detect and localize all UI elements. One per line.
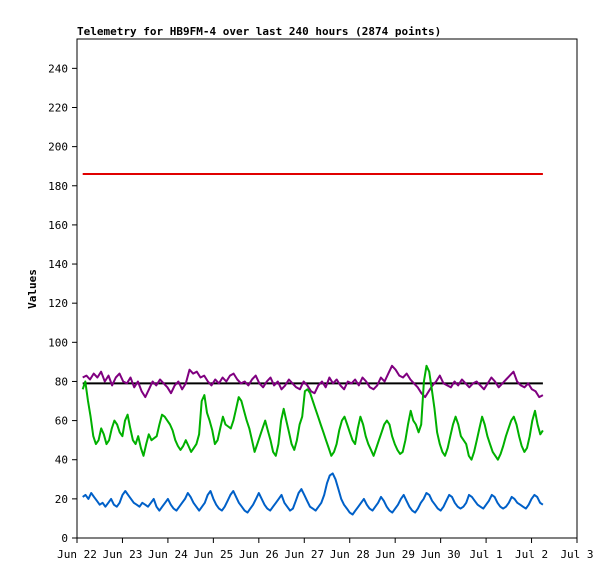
y-tick-label: 60 bbox=[55, 415, 68, 428]
y-tick-label: 240 bbox=[48, 62, 68, 75]
x-tick-label: Jun 24 bbox=[148, 548, 188, 561]
y-tick-label: 200 bbox=[48, 141, 68, 154]
x-tick-label: Jun 26 bbox=[239, 548, 279, 561]
x-tick-label: Jun 25 bbox=[193, 548, 233, 561]
x-tick-label: Jun 30 bbox=[421, 548, 461, 561]
y-axis-label: Values bbox=[26, 269, 39, 309]
plot-area bbox=[76, 38, 578, 539]
y-tick-label: 100 bbox=[48, 336, 68, 349]
y-tick-label: 0 bbox=[61, 532, 68, 545]
x-tick-label: Jun 22 bbox=[57, 548, 97, 561]
y-tick-label: 220 bbox=[48, 101, 68, 114]
series-line-3 bbox=[81, 364, 544, 461]
x-tick-label: Jul 3 bbox=[560, 548, 593, 561]
series-layer bbox=[81, 173, 544, 516]
x-tick-label: Jun 29 bbox=[375, 548, 415, 561]
x-tick-label: Jun 23 bbox=[103, 548, 143, 561]
series-line-4 bbox=[82, 472, 544, 516]
series-line-2 bbox=[82, 364, 544, 399]
y-tick-label: 40 bbox=[55, 454, 68, 467]
y-tick-label: 160 bbox=[48, 219, 68, 232]
x-tick-label: Jul 1 bbox=[470, 548, 503, 561]
x-tick-label: Jun 28 bbox=[330, 548, 370, 561]
x-tick-label: Jul 2 bbox=[515, 548, 548, 561]
y-tick-label: 140 bbox=[48, 258, 68, 271]
y-tick-label: 180 bbox=[48, 180, 68, 193]
y-tick-label: 20 bbox=[55, 493, 68, 506]
chart-title: Telemetry for HB9FM-4 over last 240 hour… bbox=[77, 25, 441, 38]
y-tick-label: 120 bbox=[48, 297, 68, 310]
x-tick-label: Jun 27 bbox=[284, 548, 324, 561]
y-tick-label: 80 bbox=[55, 375, 68, 388]
y-axis: 0 20 40 60 80 100 120 140 160 180 200 220 240 bbox=[48, 62, 77, 545]
x-axis: Jun 22 Jun 23 Jun 24 Jun 25 Jun 26 Jun 27 Jun … bbox=[57, 538, 594, 561]
